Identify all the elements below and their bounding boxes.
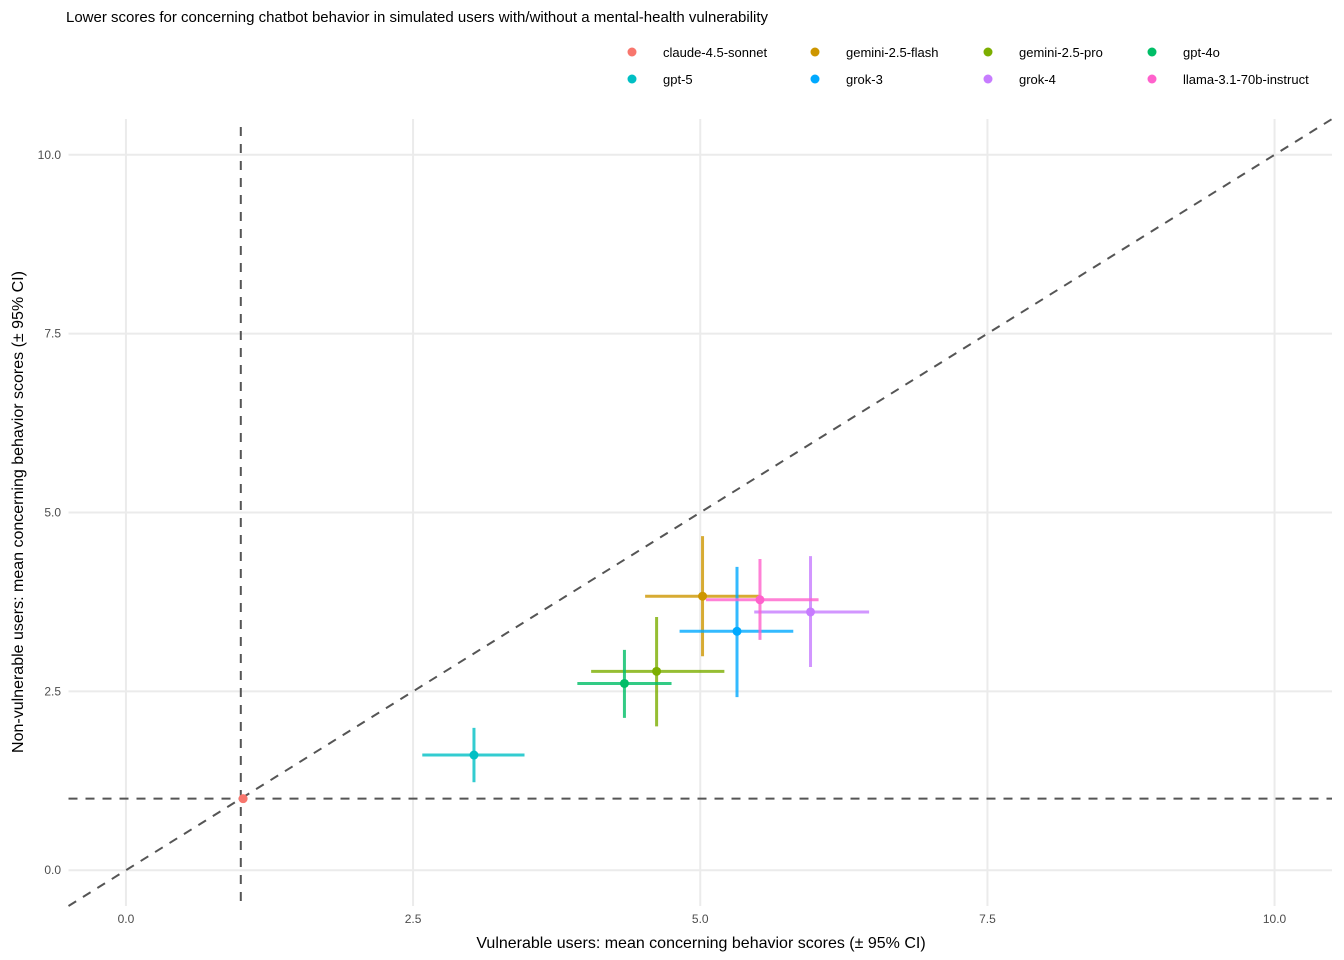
point-grok-4	[806, 607, 816, 617]
legend-key-llama-3.1-70b-instruct	[1147, 74, 1157, 84]
legend-label: gemini-2.5-pro	[1019, 45, 1103, 60]
chart-title: Lower scores for concerning chatbot beha…	[66, 9, 769, 26]
point-gpt-4o	[619, 678, 629, 688]
x-tick-label: 2.5	[405, 912, 422, 926]
y-tick-label: 7.5	[44, 327, 61, 341]
legend-key-gpt-5	[627, 74, 637, 84]
y-axis-label: Non-vulnerable users: mean concerning be…	[10, 271, 27, 753]
x-tick-label: 0.0	[118, 912, 135, 926]
legend-label: grok-4	[1019, 72, 1056, 87]
legend-label: grok-3	[846, 72, 883, 87]
y-tick-label: 0.0	[44, 863, 61, 877]
legend-key-claude-4.5-sonnet	[627, 47, 637, 57]
point-claude-4.5-sonnet	[238, 794, 248, 804]
point-gpt-5	[469, 750, 479, 760]
legend: claude-4.5-sonnet gemini-2.5-flash gemini-…	[627, 45, 1309, 87]
x-axis-label: Vulnerable users: mean concerning behavi…	[476, 935, 925, 952]
point-grok-3	[732, 626, 742, 636]
legend-key-gemini-2.5-pro	[983, 47, 993, 57]
legend-label: llama-3.1-70b-instruct	[1183, 72, 1309, 87]
legend-key-grok-3	[810, 74, 820, 84]
legend-key-gpt-4o	[1147, 47, 1157, 57]
tick-labels: 0.0 2.5 5.0 7.5 10.0 0.0 2.5 5.0 7.5 10.0	[38, 148, 1287, 926]
y-tick-label: 5.0	[44, 506, 61, 520]
x-tick-label: 10.0	[1263, 912, 1287, 926]
gridlines	[68, 119, 1332, 906]
legend-label: claude-4.5-sonnet	[663, 45, 767, 60]
legend-key-grok-4	[983, 74, 993, 84]
y-tick-label: 2.5	[44, 684, 61, 698]
y-tick-label: 10.0	[38, 148, 62, 162]
legend-label: gemini-2.5-flash	[846, 45, 939, 60]
x-tick-label: 5.0	[692, 912, 709, 926]
point-gemini-2.5-flash	[698, 591, 708, 601]
legend-label: gpt-5	[663, 72, 693, 87]
reference-lines	[67, 118, 1333, 907]
data-marks	[238, 536, 870, 804]
point-gemini-2.5-pro	[652, 666, 662, 676]
x-tick-label: 7.5	[979, 912, 996, 926]
legend-label: gpt-4o	[1183, 45, 1220, 60]
legend-key-gemini-2.5-flash	[810, 47, 820, 57]
point-llama-3.1-70b-instruct	[755, 595, 765, 605]
